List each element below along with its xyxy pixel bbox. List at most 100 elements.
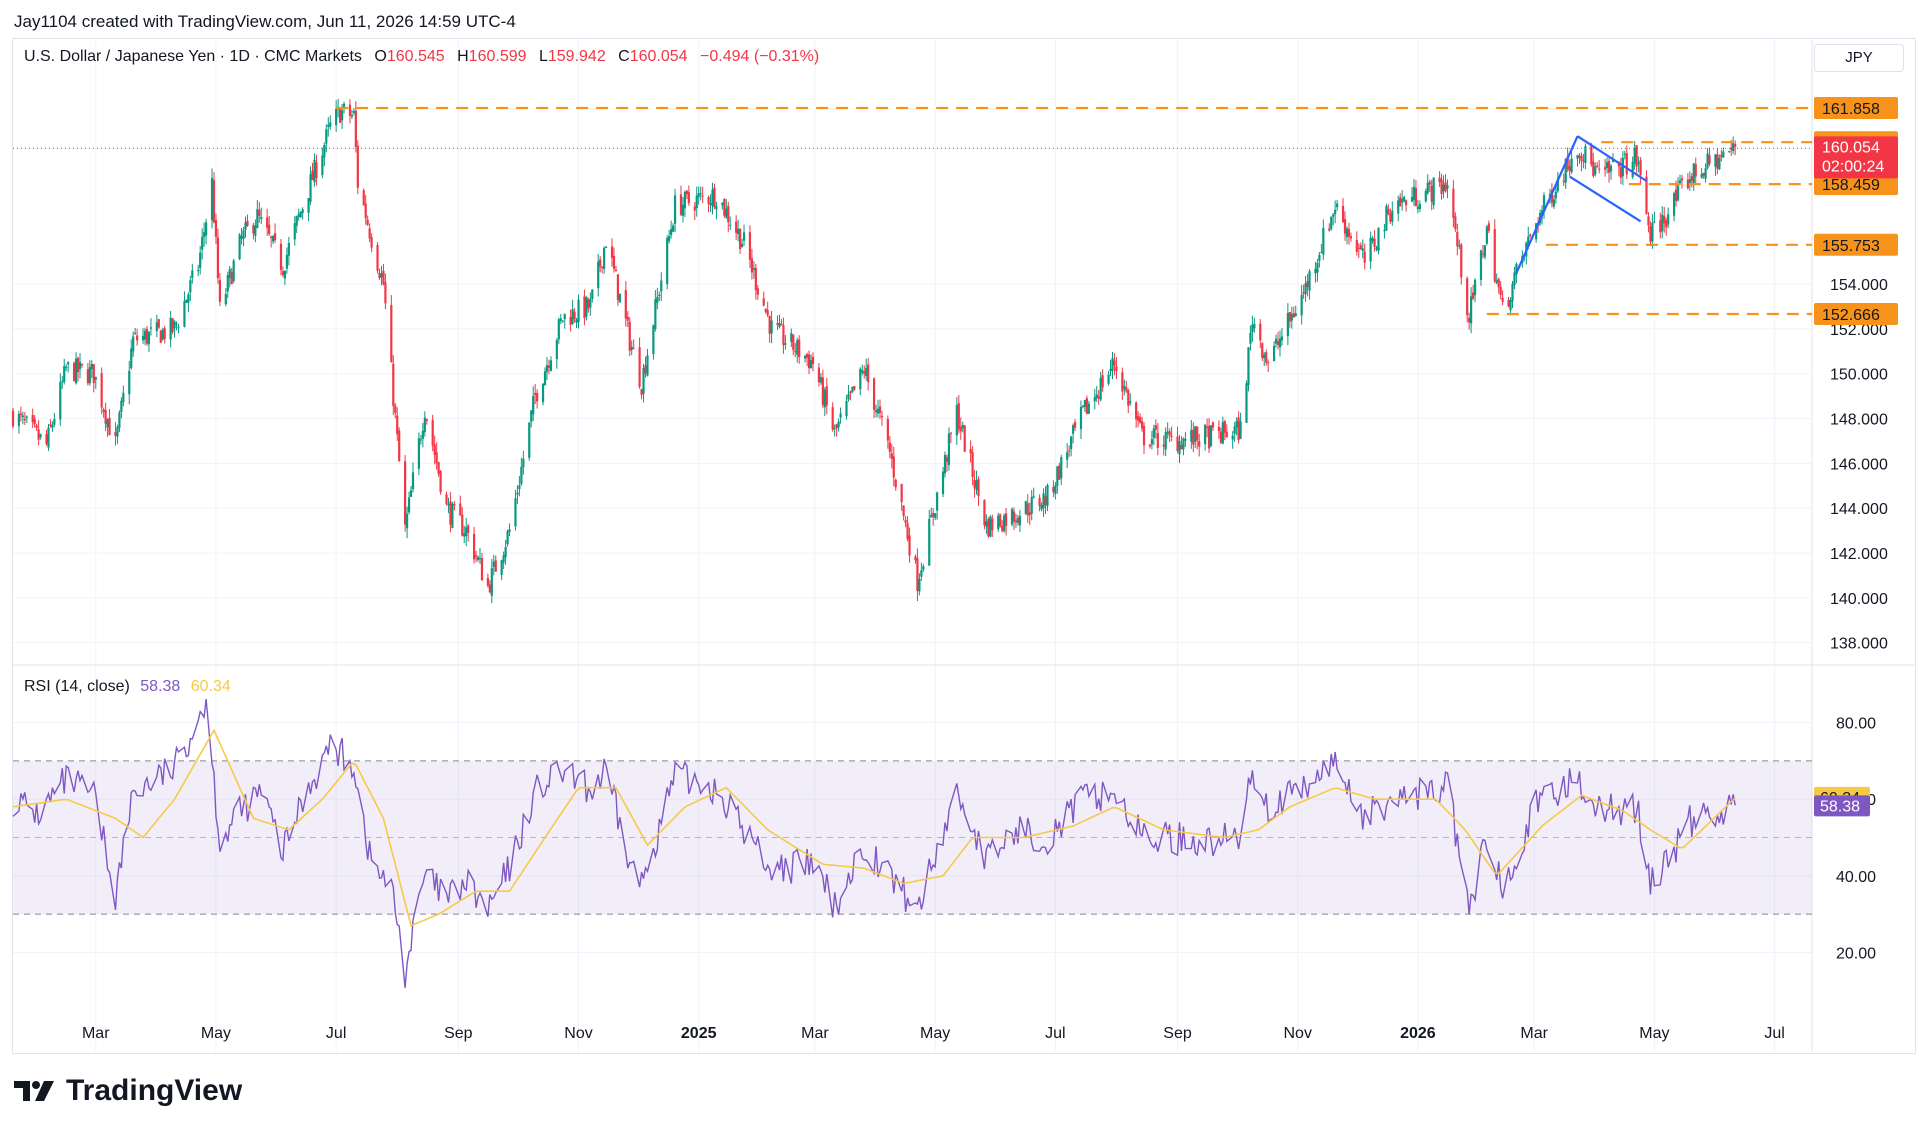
candle-body — [404, 461, 407, 525]
candle-body — [1708, 155, 1711, 164]
candle-body — [1635, 145, 1638, 167]
candle-body — [1371, 238, 1374, 242]
candle-body — [1121, 372, 1124, 392]
candle-body — [311, 170, 314, 181]
candle-body — [1166, 431, 1169, 434]
level-badge-label: 152.666 — [1822, 307, 1880, 324]
candle-body — [563, 313, 566, 320]
candle-body — [307, 198, 310, 213]
candle-body — [1168, 431, 1171, 436]
candle-body — [354, 110, 357, 147]
candle-body — [1066, 452, 1069, 460]
candle-body — [437, 462, 440, 474]
candle-body — [368, 228, 371, 239]
candle-body — [1412, 186, 1416, 201]
candle-body — [943, 454, 947, 474]
candle-body — [1621, 157, 1624, 177]
candle-body — [1259, 323, 1262, 341]
candle-body — [1639, 160, 1642, 176]
candle-body — [47, 427, 50, 448]
candle-body — [709, 203, 712, 205]
candle-body — [1251, 324, 1254, 333]
candle-body — [1016, 517, 1020, 523]
candle-body — [132, 336, 135, 352]
candle-body — [1424, 190, 1427, 202]
candle-body — [1328, 228, 1331, 231]
candle-body — [185, 299, 188, 303]
candle-body — [1003, 515, 1006, 532]
candle-body — [770, 320, 773, 334]
candle-body — [1012, 511, 1016, 522]
candle-body — [683, 191, 687, 209]
candle-body — [1343, 219, 1347, 234]
tradingview-logo-icon — [14, 1079, 58, 1103]
candle-body — [727, 205, 730, 223]
candle-body — [285, 254, 288, 269]
candle-body — [865, 367, 868, 377]
candle-body — [1665, 220, 1668, 228]
candle-body — [1728, 150, 1731, 153]
candle-body — [1499, 286, 1502, 295]
candle-body — [1426, 182, 1429, 193]
candle-body — [268, 224, 271, 235]
candle-body — [1529, 234, 1532, 237]
tradingview-logo[interactable]: TradingView — [14, 1074, 242, 1108]
candle-body — [1341, 205, 1345, 223]
candle-body — [1734, 144, 1737, 147]
candle-body — [102, 409, 105, 413]
candle-body — [1645, 176, 1648, 214]
candle-body — [784, 343, 787, 345]
candle-body — [63, 366, 66, 382]
rsi-title: RSI (14, close) — [24, 678, 130, 695]
candle-body — [1678, 180, 1682, 184]
candle-body — [555, 339, 558, 359]
candle-body — [467, 525, 470, 533]
candle-body — [76, 357, 80, 373]
candle-body — [1044, 495, 1047, 505]
candle-body — [947, 433, 951, 466]
candle-body — [1300, 294, 1303, 316]
candle-body — [528, 422, 531, 458]
currency-button[interactable]: JPY — [1814, 44, 1904, 72]
candle-body — [199, 252, 202, 269]
candle-body — [94, 376, 97, 380]
candle-body — [258, 209, 261, 216]
candle-body — [561, 320, 564, 322]
candle-body — [1135, 402, 1138, 420]
candle-body — [1286, 312, 1289, 337]
rsi-tick-label: 40.00 — [1836, 869, 1876, 886]
candle-body — [421, 430, 424, 439]
candle-body — [1578, 155, 1581, 158]
candle-body — [1176, 436, 1179, 451]
time-tick-label: Sep — [444, 1025, 473, 1042]
candle-body — [890, 453, 893, 459]
candle-body — [1152, 428, 1155, 438]
candle-body — [230, 271, 233, 285]
candle-body — [279, 243, 283, 270]
candle-body — [821, 377, 824, 405]
candle-body — [271, 235, 275, 242]
candle-body — [983, 499, 986, 526]
low-label: L — [538, 48, 548, 65]
candle-body — [819, 376, 822, 383]
candle-body — [423, 417, 426, 433]
candle-body — [315, 162, 318, 178]
candle-body — [407, 497, 411, 513]
candle-body — [114, 432, 117, 436]
candle-body — [1389, 213, 1392, 222]
time-tick-label: Jul — [1764, 1025, 1784, 1042]
candle-body — [601, 266, 604, 269]
candle-body — [1730, 147, 1733, 150]
candle-body — [65, 367, 68, 369]
candle-body — [1182, 438, 1185, 450]
candle-body — [1058, 465, 1061, 480]
candle-body — [1592, 161, 1595, 177]
candle-body — [1501, 297, 1504, 302]
candle-body — [1245, 383, 1248, 423]
candle-body — [1018, 515, 1021, 526]
candle-body — [1150, 439, 1154, 445]
candle-body — [1099, 377, 1102, 400]
candle-body — [1111, 358, 1114, 371]
candle-body — [867, 364, 870, 383]
